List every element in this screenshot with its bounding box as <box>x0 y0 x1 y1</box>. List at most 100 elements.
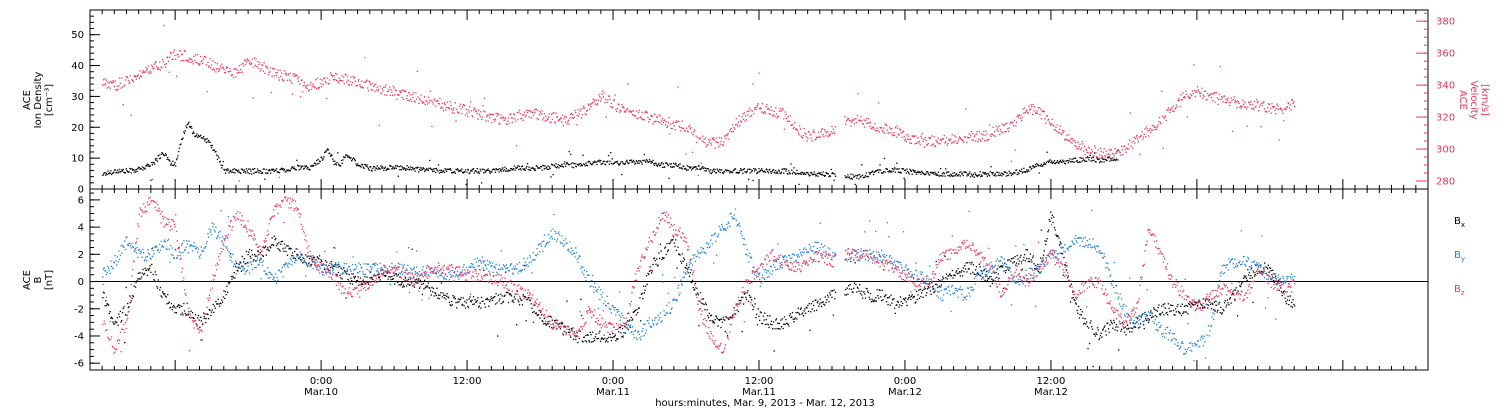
density-point <box>344 156 346 158</box>
velocity-point <box>1213 92 1215 94</box>
density-point <box>824 174 826 177</box>
density-point <box>248 168 250 170</box>
bx-point <box>992 279 994 281</box>
bx-point <box>345 273 348 275</box>
density-point <box>290 167 292 170</box>
density-point <box>814 173 816 175</box>
velocity-point <box>895 125 897 127</box>
density-point <box>886 168 888 170</box>
velocity-point <box>834 133 836 135</box>
density-point <box>945 172 948 174</box>
density-point <box>581 164 583 167</box>
bx-point <box>540 314 543 316</box>
density-point <box>999 174 1001 177</box>
velocity-point <box>730 127 732 130</box>
density-point <box>893 168 895 170</box>
bx-point <box>777 322 779 324</box>
bx-point <box>128 306 130 308</box>
velocity-point <box>162 61 164 63</box>
bx-point <box>460 297 462 299</box>
density-point <box>525 167 527 169</box>
bx-point <box>633 311 635 313</box>
bx-point <box>227 281 229 283</box>
density-point <box>378 167 381 169</box>
density-point <box>497 168 499 170</box>
velocity-point <box>825 135 827 137</box>
density-point <box>1041 165 1043 167</box>
density-point <box>921 170 923 172</box>
bx-point <box>313 256 316 258</box>
bx-point <box>862 291 864 293</box>
velocity-point <box>940 140 942 142</box>
bx-point <box>504 294 506 296</box>
velocity-point <box>478 109 480 111</box>
velocity-point <box>205 64 208 66</box>
bx-point <box>148 269 150 271</box>
bx-point <box>564 325 567 328</box>
bx-point <box>148 267 151 270</box>
velocity-point <box>1246 125 1248 127</box>
velocity-point <box>477 118 479 120</box>
bx-point <box>652 263 654 266</box>
velocity-point <box>435 105 437 107</box>
density-point <box>224 172 227 174</box>
velocity-point <box>181 53 183 55</box>
velocity-point <box>986 139 988 141</box>
velocity-point <box>614 94 616 96</box>
bx-point <box>789 313 791 315</box>
density-point <box>846 176 848 178</box>
velocity-point <box>976 131 978 133</box>
density-point <box>759 170 761 172</box>
density-point <box>896 162 898 164</box>
velocity-point <box>586 109 589 112</box>
bx-point <box>165 296 167 298</box>
density-point <box>542 164 544 167</box>
bx-point <box>624 332 626 334</box>
bx-point <box>106 303 108 305</box>
bx-point <box>664 247 666 249</box>
velocity-point <box>192 63 194 65</box>
velocity-point <box>182 60 184 62</box>
bx-point <box>122 307 124 310</box>
velocity-point <box>213 69 216 71</box>
density-point <box>713 170 716 173</box>
density-point <box>682 165 684 167</box>
density-point <box>164 153 167 155</box>
bx-point <box>110 317 112 319</box>
velocity-point <box>990 135 992 138</box>
bx-point <box>499 293 502 295</box>
velocity-point <box>351 84 353 86</box>
velocity-point <box>726 133 728 135</box>
bx-point <box>226 285 228 287</box>
bx-point <box>534 304 536 306</box>
density-point <box>1086 156 1088 158</box>
velocity-point <box>1215 92 1217 94</box>
velocity-point <box>964 136 967 138</box>
density-point <box>167 156 169 159</box>
bx-point <box>1060 243 1062 245</box>
velocity-point <box>134 75 136 77</box>
density-point <box>1053 162 1055 164</box>
density-point <box>424 170 426 173</box>
velocity-point <box>1194 90 1196 92</box>
velocity-point <box>143 71 146 73</box>
bx-point <box>561 323 563 325</box>
velocity-point <box>139 70 141 72</box>
density-point <box>126 169 128 172</box>
velocity-point <box>592 98 594 100</box>
density-point <box>108 172 110 174</box>
density-point <box>773 171 775 173</box>
bx-point <box>408 278 410 281</box>
density-point <box>132 169 134 171</box>
velocity-point <box>227 71 229 73</box>
velocity-point <box>707 144 709 146</box>
density-point <box>272 169 274 171</box>
bx-point <box>427 282 429 284</box>
density-point <box>250 170 252 172</box>
bx-point <box>140 278 142 280</box>
density-point <box>1005 175 1007 177</box>
density-point <box>1021 172 1023 174</box>
bx-point <box>468 298 470 300</box>
velocity-point <box>1138 136 1140 138</box>
velocity-point <box>585 114 587 116</box>
